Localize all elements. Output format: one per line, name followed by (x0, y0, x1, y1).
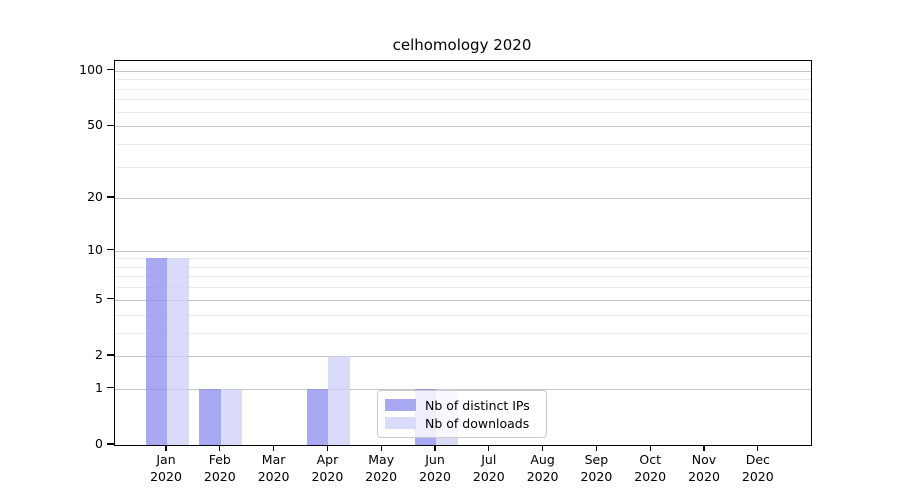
gridline-major-5 (115, 299, 811, 301)
bar-downloads-feb (220, 388, 243, 445)
bar-downloads-apr (328, 355, 350, 445)
x-axis-tick-label-nov: Nov 2020 (688, 452, 720, 484)
x-axis-tick-label-aug: Aug 2020 (526, 452, 559, 484)
y-axis-tick-20 (107, 196, 114, 198)
gridline-major-50 (115, 126, 811, 128)
legend: Nb of distinct IPs Nb of downloads (377, 390, 547, 438)
x-axis-tick-mar (272, 445, 275, 451)
gridline-minor-90 (115, 79, 811, 81)
y-axis-tick-label-0: 0 (95, 436, 103, 451)
bar-downloads-jan (167, 258, 189, 445)
gridline-minor-80 (115, 88, 811, 90)
x-axis-tick-label-jul: Jul 2020 (472, 452, 505, 484)
legend-swatch-distinct-ips (385, 399, 416, 411)
bar-distinct-ips-feb (199, 388, 221, 445)
y-axis-tick-1 (107, 387, 114, 389)
x-axis-tick-may (380, 445, 382, 451)
bar-distinct-ips-jan (145, 258, 167, 445)
x-axis-tick-sep (595, 445, 598, 451)
y-axis-tick-2 (107, 354, 114, 356)
x-axis-tick-nov (703, 445, 705, 451)
x-axis-tick-label-apr: Apr 2020 (311, 452, 344, 484)
y-axis-tick-label-5: 5 (95, 290, 103, 306)
gridline-minor-40 (115, 143, 811, 145)
x-axis-tick-apr (326, 445, 329, 451)
gridline-major-1 (115, 388, 811, 390)
y-axis-tick-label-1: 1 (95, 379, 103, 395)
y-axis-tick-100 (107, 69, 114, 71)
x-axis-tick-label-oct: Oct 2020 (634, 452, 667, 484)
y-axis-tick-label-20: 20 (87, 189, 103, 205)
plot-area (114, 60, 812, 446)
chart-title: celhomology 2020 (392, 36, 532, 54)
x-axis-tick-label-mar: Mar 2020 (257, 452, 290, 484)
gridline-major-100 (115, 70, 811, 72)
gridline-minor-30 (115, 166, 811, 168)
x-axis-tick-aug (541, 445, 544, 451)
x-axis-tick-label-jan: Jan 2020 (150, 452, 182, 484)
gridline-minor-60 (115, 111, 811, 113)
x-axis-tick-label-jun: Jun 2020 (419, 452, 451, 484)
y-axis-tick-5 (107, 298, 114, 300)
legend-swatch-downloads (385, 417, 416, 429)
legend-label-downloads: Nb of downloads (425, 415, 530, 431)
x-axis-tick-label-may: May 2020 (365, 452, 398, 484)
x-axis-tick-label-feb: Feb 2020 (203, 452, 236, 484)
x-axis-tick-feb (219, 445, 221, 451)
y-axis-tick-10 (107, 248, 114, 251)
x-axis-tick-oct (649, 445, 651, 451)
gridline-major-10 (115, 250, 811, 252)
x-axis-tick-dec (757, 445, 759, 451)
x-axis-tick-jun (434, 445, 436, 451)
y-axis-tick-label-2: 2 (95, 346, 103, 362)
y-axis-tick-50 (107, 124, 114, 126)
bar-distinct-ips-apr (306, 388, 329, 445)
y-axis-tick-label-10: 10 (87, 241, 103, 257)
x-axis-tick-label-sep: Sep 2020 (580, 452, 613, 484)
gridline-minor-3 (115, 332, 811, 334)
gridline-major-20 (115, 198, 811, 200)
x-axis-tick-label-dec: Dec 2020 (741, 452, 774, 484)
x-axis-tick-jul (488, 445, 490, 451)
gridline-minor-7 (115, 276, 811, 278)
gridline-minor-8 (115, 266, 811, 268)
y-axis-tick-label-100: 100 (79, 61, 103, 77)
y-axis-tick-label-50: 50 (87, 117, 103, 133)
gridline-minor-9 (115, 258, 811, 260)
legend-label-distinct-ips: Nb of distinct IPs (425, 397, 530, 413)
gridline-major-2 (115, 355, 811, 357)
gridline-minor-6 (115, 287, 811, 289)
gridline-minor-4 (115, 314, 811, 316)
legend-item-distinct-ips: Nb of distinct IPs (385, 396, 538, 414)
y-axis-tick-0 (107, 443, 114, 445)
gridline-minor-70 (115, 99, 811, 101)
legend-item-downloads: Nb of downloads (385, 414, 538, 432)
x-axis-tick-jan (165, 445, 167, 451)
